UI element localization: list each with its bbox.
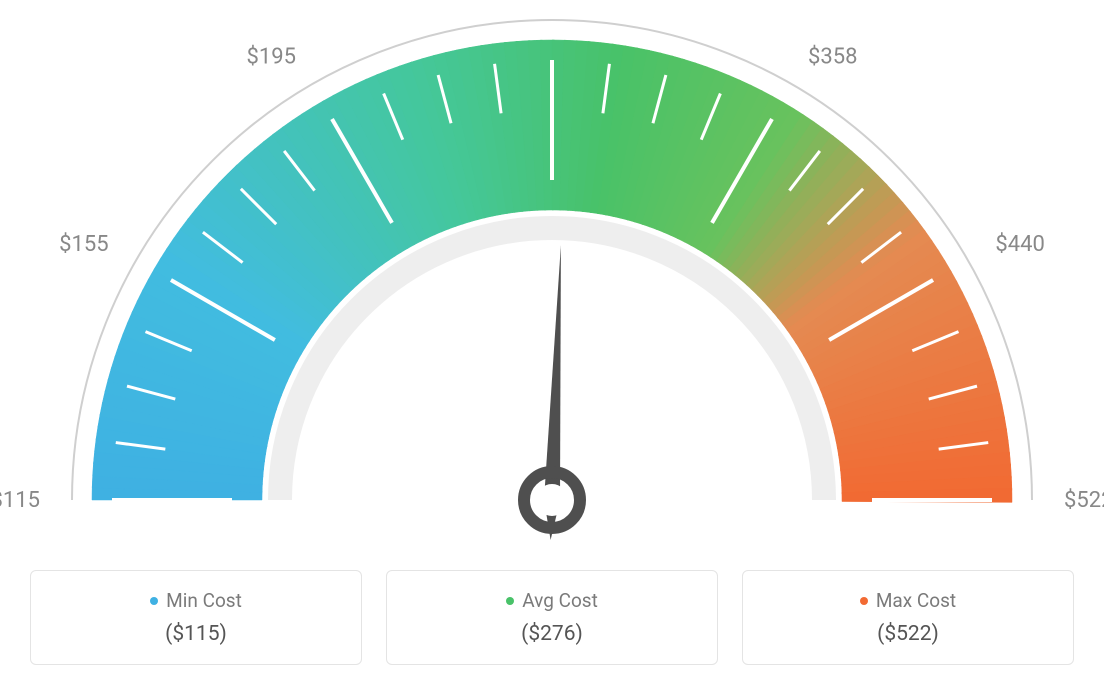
cost-cards-row: Min Cost ($115) Avg Cost ($276) Max Cost…: [0, 570, 1104, 665]
gauge-tick-label: $195: [247, 45, 296, 70]
gauge-tick-label: $522: [1064, 488, 1104, 513]
max-cost-card: Max Cost ($522): [742, 570, 1074, 665]
gauge-chart: $115 $155 $195 $276 $358 $440 $522: [0, 0, 1104, 560]
max-cost-label: Max Cost: [876, 589, 956, 612]
max-cost-title: Max Cost: [860, 589, 956, 612]
min-cost-label: Min Cost: [166, 589, 242, 612]
gauge-hub-inner: [536, 484, 568, 516]
gauge-tick-label: $155: [59, 232, 108, 257]
min-cost-title: Min Cost: [150, 589, 242, 612]
gauge-tick-label: $440: [995, 232, 1044, 257]
max-cost-dot: [860, 597, 868, 605]
avg-cost-label: Avg Cost: [522, 589, 598, 612]
min-cost-dot: [150, 597, 158, 605]
avg-cost-value: ($276): [407, 622, 697, 646]
avg-cost-dot: [506, 597, 514, 605]
gauge-tick-label: $358: [808, 45, 857, 70]
gauge-needle: [544, 245, 561, 500]
avg-cost-card: Avg Cost ($276): [386, 570, 718, 665]
gauge-tick-label: $276: [527, 0, 576, 1]
avg-cost-title: Avg Cost: [506, 589, 598, 612]
gauge-tick-label: $115: [0, 488, 40, 513]
min-cost-value: ($115): [51, 622, 341, 646]
gauge-svg: $115 $155 $195 $276 $358 $440 $522: [0, 0, 1104, 570]
max-cost-value: ($522): [763, 622, 1053, 646]
min-cost-card: Min Cost ($115): [30, 570, 362, 665]
